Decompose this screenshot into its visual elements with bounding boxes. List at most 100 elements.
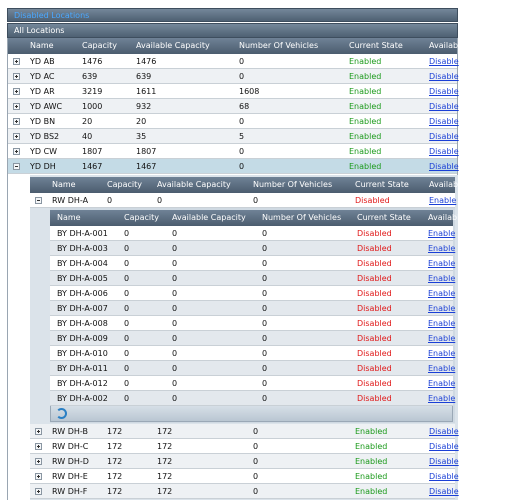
state: Enabled bbox=[355, 427, 388, 436]
action-link[interactable]: Disable bbox=[429, 162, 459, 171]
state: Enabled bbox=[349, 87, 382, 96]
column-header: Available Action bbox=[429, 41, 493, 50]
cell: RW DH-B bbox=[52, 427, 88, 436]
cell: BY DH-A-011 bbox=[57, 364, 108, 373]
action-link[interactable]: Disable bbox=[429, 132, 459, 141]
column-header: Number Of Vehicles bbox=[262, 213, 342, 222]
action-link[interactable]: Enable bbox=[428, 349, 456, 358]
expand-toggle[interactable] bbox=[35, 473, 42, 480]
row: BY DH-A-008 0 0 0 Disabled Enable bbox=[50, 316, 456, 331]
cell: BY DH-A-003 bbox=[57, 244, 108, 253]
action-link[interactable]: Enable bbox=[428, 244, 456, 253]
action-link[interactable]: Enable bbox=[428, 394, 456, 403]
column-header: Available Action bbox=[429, 180, 493, 189]
cell: 0 bbox=[172, 349, 178, 358]
action-link[interactable]: Enable bbox=[428, 379, 456, 388]
expand-toggle[interactable] bbox=[13, 73, 20, 80]
cell: 172 bbox=[107, 487, 123, 496]
expand-toggle[interactable] bbox=[13, 163, 20, 170]
action-link[interactable]: Disable bbox=[429, 487, 459, 496]
cell: 0 bbox=[124, 274, 130, 283]
expand-toggle[interactable] bbox=[35, 458, 42, 465]
column-header: Number Of Vehicles bbox=[239, 41, 319, 50]
action-link[interactable]: Enable bbox=[428, 334, 456, 343]
action-link[interactable]: Enable bbox=[428, 289, 456, 298]
cell: 0 bbox=[262, 304, 268, 313]
column-header: Name bbox=[30, 41, 54, 50]
action-link[interactable]: Disable bbox=[429, 457, 459, 466]
expand-toggle[interactable] bbox=[13, 58, 20, 65]
cell: 0 bbox=[172, 229, 178, 238]
action-link[interactable]: Enable bbox=[428, 229, 456, 238]
column-header: Name bbox=[57, 213, 81, 222]
all-locations-panel: All Locations bbox=[7, 23, 458, 38]
cell: 1467 bbox=[136, 162, 157, 171]
state: Enabled bbox=[355, 472, 388, 481]
action-link[interactable]: Disable bbox=[429, 102, 459, 111]
cell: 0 bbox=[262, 274, 268, 283]
refresh-button[interactable] bbox=[56, 408, 67, 419]
row: RW DH-E 172 172 0 Enabled Disable bbox=[30, 469, 459, 484]
action-link[interactable]: Enable bbox=[428, 364, 456, 373]
cell: BY DH-A-006 bbox=[57, 289, 108, 298]
expand-toggle[interactable] bbox=[13, 118, 20, 125]
panel-title: All Locations bbox=[14, 26, 65, 35]
column-header: Available Capacity bbox=[136, 41, 210, 50]
state: Enabled bbox=[349, 117, 382, 126]
state: Disabled bbox=[355, 196, 390, 205]
cell: 0 bbox=[239, 57, 245, 66]
expand-toggle[interactable] bbox=[13, 133, 20, 140]
cell: RW DH-F bbox=[52, 487, 88, 496]
expand-toggle[interactable] bbox=[35, 197, 42, 204]
action-link[interactable]: Enable bbox=[429, 196, 457, 205]
expand-toggle[interactable] bbox=[13, 148, 20, 155]
state: Enabled bbox=[349, 102, 382, 111]
action-link[interactable]: Disable bbox=[429, 147, 459, 156]
state: Disabled bbox=[357, 319, 392, 328]
action-link[interactable]: Enable bbox=[428, 304, 456, 313]
row: RW DH-B 172 172 0 Enabled Disable bbox=[30, 424, 459, 439]
expand-toggle[interactable] bbox=[13, 103, 20, 110]
cell: BY DH-A-008 bbox=[57, 319, 108, 328]
row: BY DH-A-003 0 0 0 Disabled Enable bbox=[50, 241, 456, 256]
row: YD CW 1807 1807 0 Enabled Disable bbox=[8, 144, 459, 159]
state: Enabled bbox=[349, 162, 382, 171]
cell: 3219 bbox=[82, 87, 103, 96]
column-header: Number Of Vehicles bbox=[253, 180, 333, 189]
cell: 0 bbox=[262, 319, 268, 328]
expand-toggle[interactable] bbox=[35, 428, 42, 435]
action-link[interactable]: Disable bbox=[429, 57, 459, 66]
action-link[interactable]: Disable bbox=[429, 117, 459, 126]
cell: 0 bbox=[107, 196, 113, 205]
row: RW DH-C 172 172 0 Enabled Disable bbox=[30, 439, 459, 454]
action-link[interactable]: Disable bbox=[429, 472, 459, 481]
row: YD AR 3219 1611 1608 Enabled Disable bbox=[8, 84, 459, 99]
action-link[interactable]: Enable bbox=[428, 319, 456, 328]
cell: 1608 bbox=[239, 87, 260, 96]
cell: 0 bbox=[253, 472, 259, 481]
action-link[interactable]: Disable bbox=[429, 442, 459, 451]
action-link[interactable]: Enable bbox=[428, 259, 456, 268]
cell: YD AWC bbox=[30, 102, 63, 111]
column-header: Current State bbox=[357, 213, 411, 222]
disabled-locations-panel[interactable]: Disabled Locations bbox=[7, 8, 458, 22]
cell: 0 bbox=[239, 117, 245, 126]
action-link[interactable]: Enable bbox=[428, 274, 456, 283]
action-link[interactable]: Disable bbox=[429, 427, 459, 436]
cell: 172 bbox=[157, 427, 173, 436]
row: BY DH-A-012 0 0 0 Disabled Enable bbox=[50, 376, 456, 391]
cell: RW DH-C bbox=[52, 442, 89, 451]
header-row: Name Capacity Available Capacity Number Of … bbox=[30, 177, 493, 193]
cell: 0 bbox=[262, 364, 268, 373]
column-header: Current State bbox=[349, 41, 403, 50]
action-link[interactable]: Disable bbox=[429, 72, 459, 81]
expand-toggle[interactable] bbox=[35, 443, 42, 450]
cell: 0 bbox=[262, 289, 268, 298]
expand-toggle[interactable] bbox=[13, 88, 20, 95]
row: YD BN 20 20 0 Enabled Disable bbox=[8, 114, 459, 129]
state: Enabled bbox=[355, 442, 388, 451]
expand-toggle[interactable] bbox=[35, 488, 42, 495]
cell: 0 bbox=[124, 289, 130, 298]
action-link[interactable]: Disable bbox=[429, 87, 459, 96]
row: RW DH-D 172 172 0 Enabled Disable bbox=[30, 454, 459, 469]
